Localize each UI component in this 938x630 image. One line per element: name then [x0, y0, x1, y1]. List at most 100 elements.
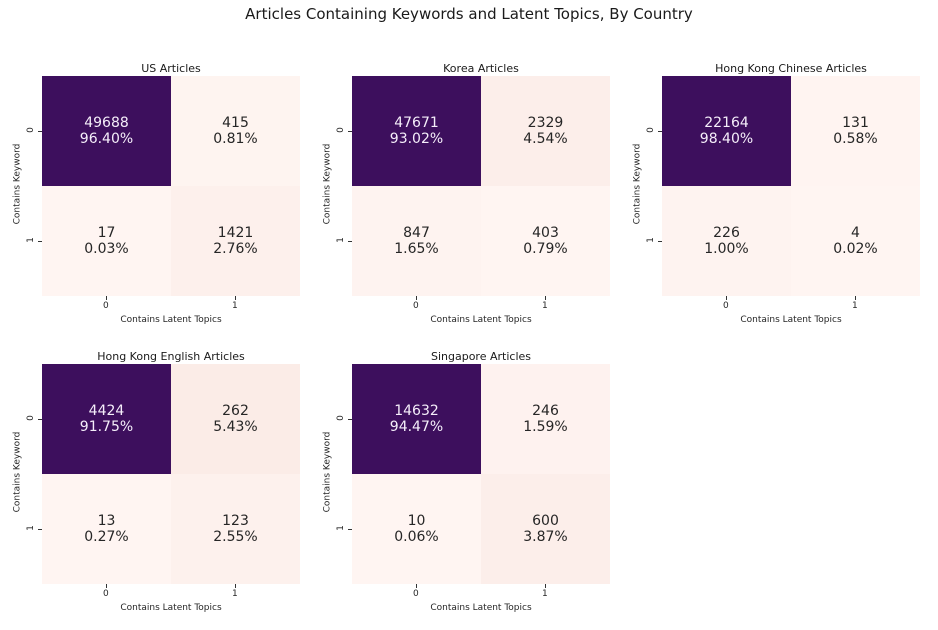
x-tick-label: 1 [542, 589, 548, 599]
heatmap-cell: 246 1.59% [481, 364, 610, 474]
y-tick-label: 0 [645, 127, 656, 133]
heatmap-panel: Hong Kong Chinese Articles 22164 98.40% 131… [622, 62, 932, 342]
cell-percent: 0.81% [213, 131, 258, 147]
cell-count: 22164 [704, 115, 749, 131]
cell-count: 226 [713, 225, 740, 241]
y-tick-mark [38, 131, 42, 132]
panel-title: Singapore Articles [430, 350, 531, 363]
cell-percent: 94.47% [389, 419, 444, 435]
x-tick-label: 0 [413, 301, 419, 311]
cell-count: 14632 [394, 403, 439, 419]
panel-title: Hong Kong Chinese Articles [715, 62, 867, 75]
heatmap-cell: 403 0.79% [481, 186, 610, 296]
cell-percent: 2.55% [213, 529, 258, 545]
cell-percent: 3.87% [523, 529, 568, 545]
cell-count: 847 [403, 225, 430, 241]
y-tick-mark [38, 241, 42, 242]
y-axis-label: Contains Keyword [322, 143, 333, 225]
cell-percent: 5.43% [213, 419, 258, 435]
y-tick-label: 1 [25, 525, 36, 531]
cell-percent: 91.75% [79, 419, 134, 435]
cell-percent: 0.03% [84, 241, 129, 257]
cell-count: 246 [532, 403, 559, 419]
x-tick-mark [726, 296, 727, 300]
x-tick-mark [545, 296, 546, 300]
y-axis-label: Contains Keyword [322, 431, 333, 513]
cell-percent: 0.06% [394, 529, 439, 545]
x-tick-mark [416, 584, 417, 588]
cell-count: 47671 [394, 115, 439, 131]
heatmap-cell: 22164 98.40% [662, 76, 791, 186]
x-axis-label: Contains Latent Topics [120, 603, 222, 613]
heatmap-cell: 1421 2.76% [171, 186, 300, 296]
cell-count: 10 [407, 513, 426, 529]
y-tick-mark [658, 241, 662, 242]
heatmap-cell: 226 1.00% [662, 186, 791, 296]
cell-percent: 1.00% [704, 241, 749, 257]
heatmap-cell: 14632 94.47% [352, 364, 481, 474]
heatmap-cell: 13 0.27% [42, 474, 171, 584]
y-tick-label: 1 [335, 525, 346, 531]
cell-count: 1421 [217, 225, 254, 241]
cell-percent: 1.65% [394, 241, 439, 257]
x-tick-label: 1 [542, 301, 548, 311]
heatmap-cell: 262 5.43% [171, 364, 300, 474]
heatmap-cell: 2329 4.54% [481, 76, 610, 186]
cell-percent: 96.40% [79, 131, 134, 147]
heatmap-cell: 47671 93.02% [352, 76, 481, 186]
heatmap-panel: US Articles 49688 96.40% 415 0.81% 17 0.03% 142… [2, 62, 312, 342]
x-axis-label: Contains Latent Topics [120, 315, 222, 325]
heatmap-cell: 49688 96.40% [42, 76, 171, 186]
panel-title: Korea Articles [443, 62, 519, 75]
y-tick-label: 0 [335, 415, 346, 421]
cell-count: 4424 [88, 403, 125, 419]
heatmap-grid: 14632 94.47% 246 1.59% 10 0.06% 600 3.87% [352, 364, 610, 584]
heatmap-cell: 415 0.81% [171, 76, 300, 186]
cell-percent: 2.76% [213, 241, 258, 257]
heatmap-cell: 10 0.06% [352, 474, 481, 584]
y-tick-label: 0 [25, 415, 36, 421]
x-tick-label: 0 [103, 589, 109, 599]
y-axis-label: Contains Keyword [12, 143, 23, 225]
y-tick-mark [348, 131, 352, 132]
x-tick-label: 0 [103, 301, 109, 311]
x-tick-label: 1 [852, 301, 858, 311]
heatmap-grid: 49688 96.40% 415 0.81% 17 0.03% 1421 2.76% [42, 76, 300, 296]
x-tick-label: 0 [413, 589, 419, 599]
heatmap-cell: 847 1.65% [352, 186, 481, 296]
panel-title: US Articles [141, 62, 201, 75]
heatmap-panel: Hong Kong English Articles 4424 91.75% 262 5… [2, 350, 312, 630]
cell-percent: 98.40% [699, 131, 754, 147]
cell-percent: 0.02% [833, 241, 878, 257]
cell-percent: 93.02% [389, 131, 444, 147]
y-tick-mark [658, 131, 662, 132]
heatmap-panel: Singapore Articles 14632 94.47% 246 1.59% 10 0… [312, 350, 622, 630]
y-tick-mark [38, 529, 42, 530]
cell-count: 262 [222, 403, 249, 419]
cell-count: 4 [851, 225, 860, 241]
cell-count: 123 [222, 513, 249, 529]
y-tick-mark [348, 241, 352, 242]
cell-percent: 1.59% [523, 419, 568, 435]
y-tick-label: 0 [335, 127, 346, 133]
heatmap-cell: 131 0.58% [791, 76, 920, 186]
cell-count: 13 [97, 513, 116, 529]
x-tick-mark [545, 584, 546, 588]
y-axis-label: Contains Keyword [632, 143, 643, 225]
heatmap-grid: 22164 98.40% 131 0.58% 226 1.00% 4 0.02% [662, 76, 920, 296]
cell-percent: 0.58% [833, 131, 878, 147]
cell-count: 131 [842, 115, 869, 131]
cell-count: 403 [532, 225, 559, 241]
x-axis-label: Contains Latent Topics [430, 603, 532, 613]
heatmap-cell: 4424 91.75% [42, 364, 171, 474]
x-tick-mark [106, 296, 107, 300]
y-tick-mark [38, 419, 42, 420]
y-tick-mark [348, 419, 352, 420]
x-tick-mark [855, 296, 856, 300]
heatmap-cell: 4 0.02% [791, 186, 920, 296]
cell-count: 17 [97, 225, 116, 241]
y-tick-mark [348, 529, 352, 530]
x-tick-label: 1 [232, 589, 238, 599]
cell-count: 600 [532, 513, 559, 529]
cell-percent: 0.79% [523, 241, 568, 257]
